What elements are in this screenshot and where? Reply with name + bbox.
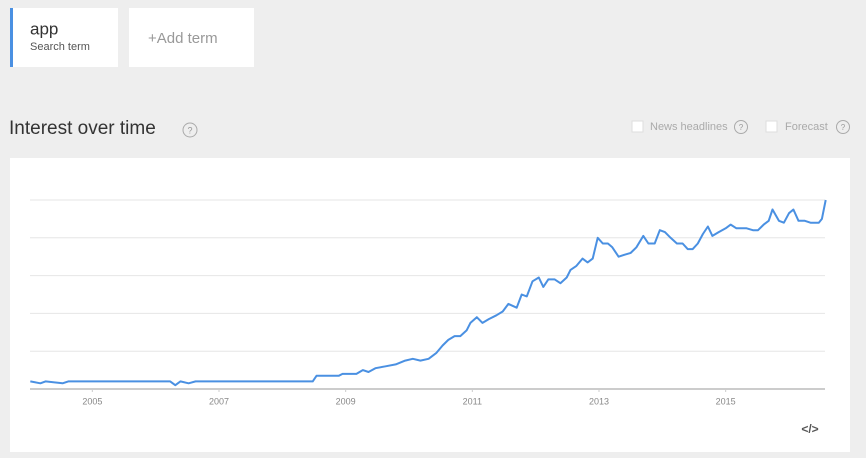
checkbox[interactable] [631, 120, 644, 133]
x-tick-label: 2005 [82, 396, 102, 406]
add-term[interactable]: +Add term [148, 30, 218, 47]
x-tick-label: 2009 [336, 396, 356, 406]
option-label: Forecast [785, 121, 828, 133]
x-tick-label: 2007 [209, 396, 229, 406]
help: ? [739, 123, 744, 132]
option-label: News headlines [650, 121, 728, 133]
x-tick-label: 2013 [589, 396, 609, 406]
trend-line [30, 199, 827, 387]
help-icon[interactable] [836, 120, 850, 134]
checkbox[interactable] [765, 120, 778, 133]
term-accent [10, 8, 13, 67]
term: app [30, 19, 58, 38]
add-term-label: Add term [157, 30, 218, 47]
plus: + [148, 30, 157, 47]
help: ? [187, 125, 192, 135]
chart-card [10, 158, 850, 452]
x-tick-label: 2011 [463, 396, 482, 406]
help: ? [841, 123, 846, 132]
plot: 2005 2007 2009 2011 2013 2015 [30, 199, 827, 406]
term-card[interactable] [10, 8, 118, 67]
add-term-card[interactable] [129, 8, 254, 67]
help-icon[interactable] [182, 122, 198, 138]
help-icon[interactable] [734, 120, 748, 134]
section-title: Interest over time [9, 118, 156, 139]
x-tick-label: 2015 [716, 396, 736, 406]
embed-icon[interactable]: </> [801, 422, 818, 436]
term-caption: Search term [30, 41, 90, 53]
